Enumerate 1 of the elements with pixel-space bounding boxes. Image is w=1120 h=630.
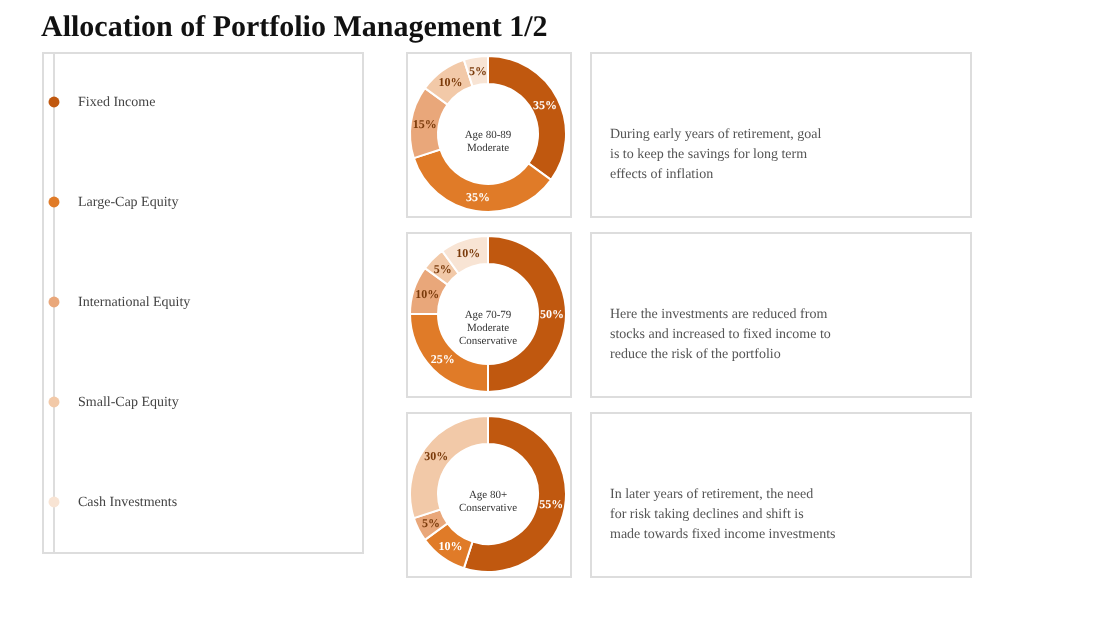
chart-title: Allocation of Portfolio Management 1/2 xyxy=(41,12,548,44)
